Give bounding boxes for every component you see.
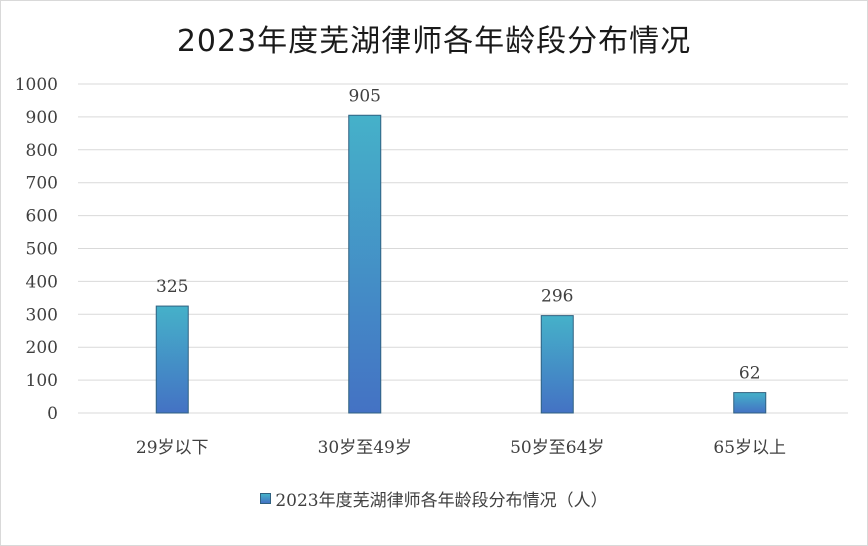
y-tick-label: 900 xyxy=(26,108,58,128)
legend-label: 2023年度芜湖律师各年龄段分布情况（人） xyxy=(275,491,608,511)
x-axis-categories: 29岁以下 30岁至49岁 50岁至64岁 65岁以上 xyxy=(136,438,786,458)
y-tick-label: 300 xyxy=(26,305,58,325)
bar xyxy=(540,315,574,414)
y-tick-label: 1000 xyxy=(15,75,58,95)
data-labels: 325 905 296 62 xyxy=(156,86,761,383)
y-tick-label: 800 xyxy=(26,141,58,161)
y-tick-label: 0 xyxy=(47,404,58,424)
category-label: 29岁以下 xyxy=(136,438,209,458)
y-tick-label: 200 xyxy=(26,338,58,358)
data-label: 905 xyxy=(349,86,381,106)
y-tick-label: 500 xyxy=(26,240,58,260)
category-label: 30岁至49岁 xyxy=(318,438,412,458)
gridlines xyxy=(78,83,848,414)
data-label: 296 xyxy=(541,287,573,307)
y-axis-ticks: 0 100 200 300 400 500 600 700 800 900 1000 xyxy=(15,75,58,424)
y-tick-label: 100 xyxy=(26,371,58,391)
chart-title: 2023年度芜湖律师各年龄段分布情况 xyxy=(176,24,692,59)
bars xyxy=(155,114,767,414)
bar xyxy=(348,114,382,414)
y-tick-label: 400 xyxy=(26,272,58,292)
data-label: 325 xyxy=(156,277,188,297)
category-label: 50岁至64岁 xyxy=(510,438,604,458)
category-label: 65岁以上 xyxy=(713,438,786,458)
bar xyxy=(733,392,767,414)
y-tick-label: 600 xyxy=(26,207,58,227)
legend-swatch xyxy=(260,493,272,504)
data-label: 62 xyxy=(739,364,761,384)
bar xyxy=(155,305,189,414)
y-tick-label: 700 xyxy=(26,174,58,194)
legend: 2023年度芜湖律师各年龄段分布情况（人） xyxy=(0,486,868,511)
